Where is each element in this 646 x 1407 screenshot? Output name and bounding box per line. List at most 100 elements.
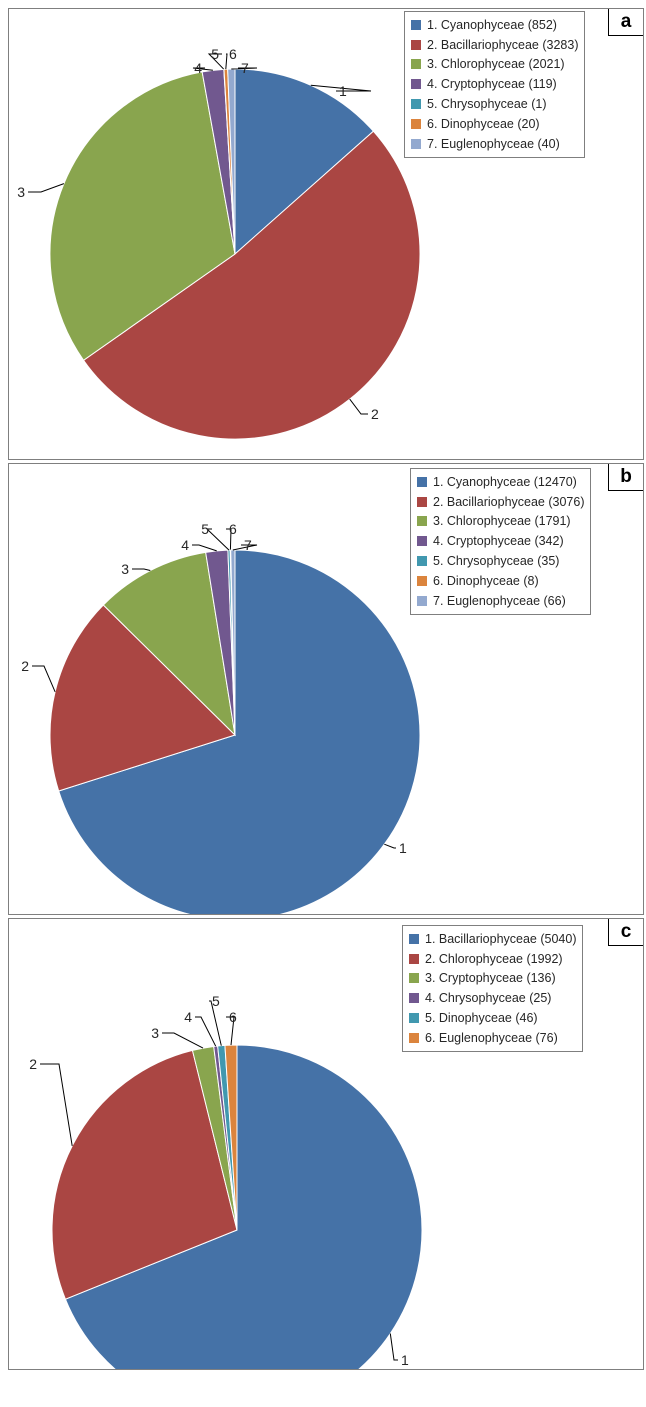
legend-swatch [417,556,427,567]
slice-label-b-1: 1 [399,840,407,856]
panel-letter-b: b [608,464,643,491]
slice-label-a-3: 3 [17,184,25,200]
legend-swatch [411,138,421,149]
legend-item: 2. Bacillariophyceae (3283) [411,35,578,55]
leader-line-c-6 [226,1016,235,1046]
leader-line-b-3 [132,568,151,571]
leader-line-a-5 [207,53,225,70]
legend-swatch [409,953,419,964]
legend-swatch [409,1032,419,1043]
legend-label: 6. Dinophyceae (8) [433,573,539,588]
legend-item: 4. Cryptophyceae (342) [417,531,584,551]
leader-line-a-6 [225,53,228,70]
legend-item: 7. Euglenophyceae (66) [417,591,584,611]
pie-chart-a: 1 2 3 45 67 [17,46,421,440]
legend-label: 6. Dinophyceae (20) [427,116,540,131]
legend-label: 2. Chlorophyceae (1992) [425,951,563,966]
legend-item: 7. Euglenophyceae (40) [411,134,578,154]
legend-label: 5. Dinophyceae (46) [425,1011,538,1026]
legend-item: 6. Dinophyceae (8) [417,571,584,591]
slice-label-b-4: 4 [181,537,189,553]
slice-label-c-1: 1 [401,1352,409,1368]
leader-line-a-4 [192,67,213,71]
legend-swatch [417,536,427,547]
slice-label-b-3: 3 [121,561,129,577]
legend-label: 5. Chrysophyceae (1) [427,97,547,112]
legend-item: 3. Cryptophyceae (136) [409,969,576,989]
slice-label-b-6: 6 [229,521,237,537]
legend-swatch [411,79,421,90]
leader-line-a-7 [231,67,258,70]
leader-line-c-2 [40,1063,73,1146]
slice-label-b-2: 2 [21,658,29,674]
leader-line-b-4 [192,544,217,552]
pie-slice-a-3 [49,71,236,361]
legend-label: 4. Chrysophyceae (25) [425,991,552,1006]
leader-line-a-2 [349,398,368,415]
legend-swatch [417,595,427,606]
leader-line-a-3 [28,183,65,193]
legend-item: 5. Chrysophyceae (35) [417,551,584,571]
pie-slice-b-2 [49,604,236,792]
panel-letter-a: a [608,9,643,36]
legend-item: 1. Cyanophyceae (852) [411,15,578,35]
slice-label-c-6: 6 [229,1009,237,1025]
slice-label-c-4: 4 [184,1009,192,1025]
legend-a: 1. Cyanophyceae (852) 2. Bacillariophycea… [404,11,586,158]
legend-swatch [411,19,421,30]
legend-item: 6. Dinophyceae (20) [411,114,578,134]
slice-label-b-7: 7 [244,537,252,553]
legend-item: 1. Bacillariophyceae (5040) [409,929,576,949]
leader-line-b-6 [226,528,232,551]
legend-swatch [411,99,421,110]
legend-label: 5. Chrysophyceae (35) [433,554,560,569]
pie-slice-c-6 [224,1044,238,1231]
pie-chart-c: 1 2 3 4 56 [29,993,423,1369]
leader-line-b-2 [32,665,56,692]
legend-swatch [409,933,419,944]
legend-label: 3. Chlorophyceae (1791) [433,514,571,529]
slice-label-a-5: 5 [211,46,219,62]
legend-swatch [409,1013,419,1024]
legend-item: 3. Chlorophyceae (2021) [411,55,578,75]
leader-line-c-1 [389,1333,398,1361]
panel-letter-c: c [608,919,643,946]
legend-label: 7. Euglenophyceae (66) [433,593,566,608]
legend-swatch [411,39,421,50]
legend-swatch [417,575,427,586]
legend-item: 3. Chlorophyceae (1791) [417,512,584,532]
legend-label: 7. Euglenophyceae (40) [427,136,560,151]
leader-line-a-1 [310,84,372,92]
slice-label-a-2: 2 [371,406,379,422]
leader-line-c-4 [195,1016,217,1047]
legend-label: 2. Bacillariophyceae (3283) [427,37,579,52]
legend-item: 2. Bacillariophyceae (3076) [417,492,584,512]
legend-label: 6. Euglenophyceae (76) [425,1030,558,1045]
legend-label: 1. Cyanophyceae (852) [427,17,557,32]
slice-label-a-4: 4 [194,60,202,76]
legend-item: 1. Cyanophyceae (12470) [417,472,584,492]
legend-item: 5. Dinophyceae (46) [409,1008,576,1028]
legend-item: 4. Cryptophyceae (119) [411,74,578,94]
legend-swatch [417,476,427,487]
leader-line-b-1 [384,843,396,849]
pie-slice-c-1 [64,1044,423,1369]
leader-line-c-3 [162,1032,204,1049]
slice-label-a-6: 6 [229,46,237,62]
legend-b: 1. Cyanophyceae (12470) 2. Bacillariophyc… [410,468,592,615]
leader-line-c-5 [209,1000,222,1046]
legend-item: 6. Euglenophyceae (76) [409,1028,576,1048]
legend-label: 4. Cryptophyceae (342) [433,534,564,549]
legend-item: 2. Chlorophyceae (1992) [409,949,576,969]
slice-label-c-3: 3 [151,1025,159,1041]
pie-slice-b-3 [102,551,236,737]
slice-label-a-1: 1 [339,83,347,99]
legend-label: 1. Bacillariophyceae (5040) [425,931,577,946]
legend-item: 4. Chrysophyceae (25) [409,988,576,1008]
legend-item: 5. Chrysophyceae (1) [411,94,578,114]
legend-label: 1. Cyanophyceae (12470) [433,474,577,489]
legend-swatch [417,496,427,507]
